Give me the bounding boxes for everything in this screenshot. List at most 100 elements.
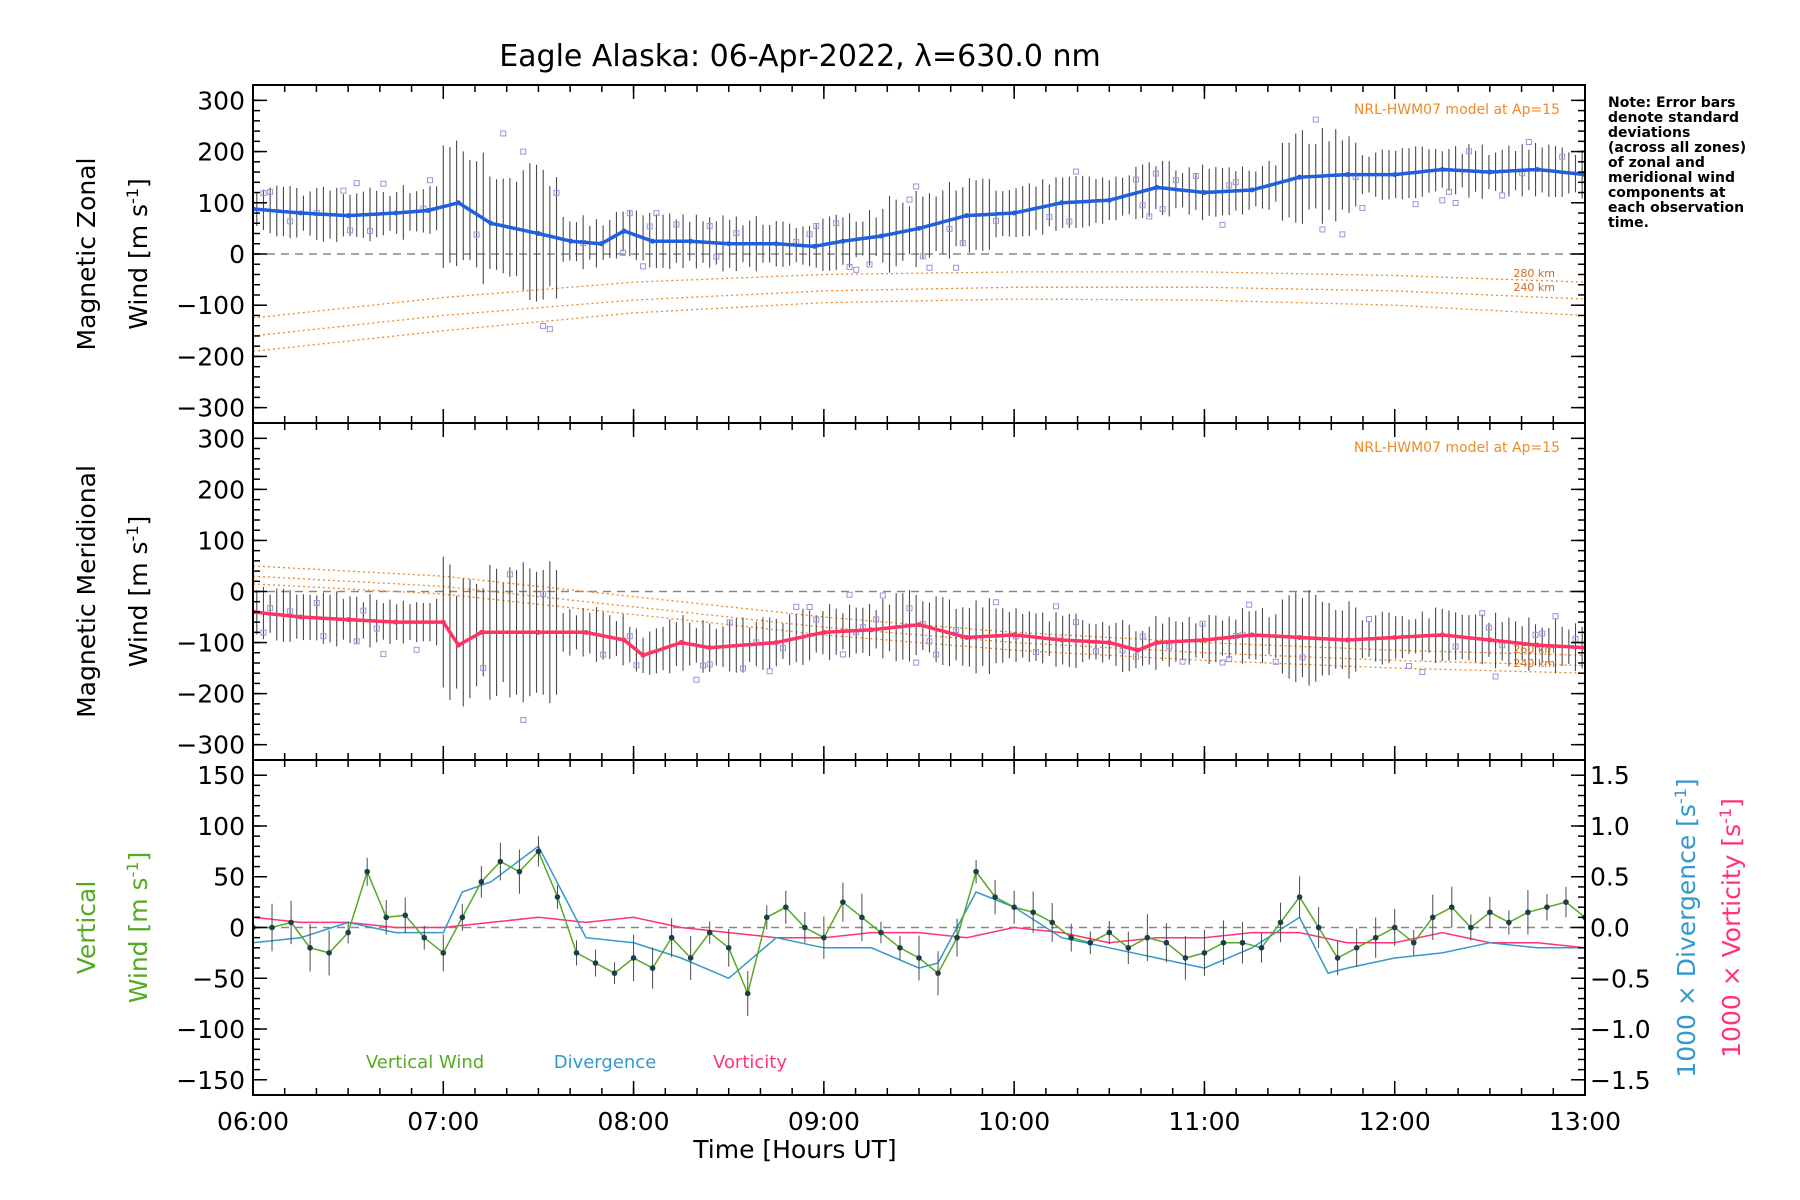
y2-label-divergence-sup: -1 xyxy=(1671,788,1690,804)
zone-sample xyxy=(640,263,647,270)
zone-sample xyxy=(373,625,380,632)
vertical-wind-point xyxy=(383,914,390,921)
zonal-wind-point xyxy=(345,213,351,219)
zone-sample xyxy=(620,249,627,256)
y2-label-divergence-text: 1000 × Divergence [s xyxy=(1672,804,1701,1078)
zone-sample xyxy=(320,633,327,640)
vertical-wind-point xyxy=(1182,955,1189,961)
zone-sample xyxy=(993,599,1000,606)
zone-sample xyxy=(267,605,274,612)
chart-title: Eagle Alaska: 06-Apr-2022, λ=630.0 nm xyxy=(499,39,1101,74)
zonal-wind-point xyxy=(598,241,604,247)
zone-sample xyxy=(1132,176,1139,183)
vertical-wind-point xyxy=(1372,934,1379,941)
zonal-wind-point xyxy=(773,241,779,247)
y-label-sup: -1 xyxy=(123,861,142,877)
zone-sample xyxy=(700,662,707,669)
y-tick-label: 300 xyxy=(197,86,245,115)
vertical-wind-point xyxy=(497,858,504,865)
zone-sample xyxy=(313,600,320,607)
vertical-wind-point xyxy=(1087,939,1094,946)
zone-sample xyxy=(633,662,640,669)
meridional-wind-point xyxy=(1439,632,1445,638)
x-tick-label: 08:00 xyxy=(598,1107,670,1136)
zonal-wind-line xyxy=(253,167,1585,248)
zone-sample xyxy=(1232,179,1239,186)
vertical-wind-point xyxy=(1296,894,1303,900)
zone-sample xyxy=(1485,624,1492,631)
zone-sample xyxy=(380,651,387,658)
zone-sample xyxy=(813,616,820,623)
x-axis: Time [Hours UT] 06:00 07:00 08:00 09:00 10:0… xyxy=(217,1107,1621,1164)
zone-sample xyxy=(933,651,940,658)
zone-sample xyxy=(1525,139,1532,146)
zone-sample xyxy=(480,665,487,672)
meridional-wind-point xyxy=(298,614,304,620)
y2-tick-label: 1.0 xyxy=(1590,812,1630,841)
note-line: time. xyxy=(1608,215,1649,231)
vertical-wind-point xyxy=(668,934,675,941)
zone-sample xyxy=(340,187,347,194)
y2-tick-label: 0.5 xyxy=(1590,863,1630,892)
y-tick-label: 300 xyxy=(197,424,245,453)
vertical-wind-point xyxy=(1106,929,1113,936)
zone-sample xyxy=(906,196,913,203)
vertical-wind-point xyxy=(554,894,561,900)
zone-sample xyxy=(1139,202,1146,209)
vertical-wind-point xyxy=(935,970,941,976)
zone-sample xyxy=(953,264,960,271)
zonal-wind-point xyxy=(535,231,541,237)
zone-sample xyxy=(1339,231,1346,238)
vertical-wind-point xyxy=(307,945,313,951)
zone-sample xyxy=(1072,619,1079,626)
zone-sample xyxy=(1559,153,1566,160)
note-line: (across all zones) xyxy=(1608,140,1746,156)
meridional-wind-point xyxy=(478,629,484,635)
meridional-wind-point xyxy=(535,629,541,635)
x-tick-label: 12:00 xyxy=(1359,1107,1431,1136)
vertical-wind-point xyxy=(326,950,332,956)
model-curve-2 xyxy=(253,286,1585,337)
zonal-wind-point xyxy=(811,243,817,249)
zone-sample xyxy=(506,571,513,578)
zone-sample xyxy=(1226,182,1233,189)
zone-sample xyxy=(353,180,360,187)
vertical-wind-point xyxy=(1563,899,1569,905)
vertical-wind-point xyxy=(973,868,979,875)
zonal-wind-point xyxy=(456,200,462,206)
meridional-wind-point xyxy=(456,642,462,648)
y-label-text: Wind [m s xyxy=(124,204,153,330)
zone-sample xyxy=(913,659,920,666)
vertical-wind-point xyxy=(592,960,599,966)
zone-sample xyxy=(1272,658,1279,665)
zone-sample xyxy=(793,603,800,610)
meridional-wind-point xyxy=(1106,640,1112,646)
y2-label-vorticity-end: ] xyxy=(1717,798,1746,808)
y-tick-label: 200 xyxy=(197,475,245,504)
zone-sample xyxy=(1552,613,1559,620)
meridional-wind-point xyxy=(1392,634,1398,640)
zonal-wind-point xyxy=(1059,200,1065,206)
meridional-wind-point xyxy=(1249,632,1255,638)
x-tick-label: 07:00 xyxy=(407,1107,479,1136)
vertical-wind-point xyxy=(516,868,523,875)
legend-vertical-wind: Vertical Wind xyxy=(366,1052,484,1073)
note-line: meridional wind xyxy=(1608,170,1735,186)
zonal-wind-point xyxy=(1201,190,1207,196)
zone-sample xyxy=(926,638,933,645)
zone-sample xyxy=(953,626,960,633)
zonal-wind-point xyxy=(1011,210,1017,216)
vertical-wind-point xyxy=(992,894,998,900)
vertical-wind-point xyxy=(402,912,409,919)
zone-sample xyxy=(913,183,920,190)
zonal-wind-point xyxy=(488,220,494,226)
y-tick-label: 0 xyxy=(229,240,245,269)
zone-sample xyxy=(693,676,700,683)
zone-sample xyxy=(626,633,633,640)
zone-sample xyxy=(906,605,913,612)
zonal-wind-point xyxy=(1344,172,1350,178)
zone-sample xyxy=(1359,204,1366,211)
vertical-wind-point xyxy=(1277,919,1284,926)
vertical-wind-point xyxy=(840,899,846,905)
